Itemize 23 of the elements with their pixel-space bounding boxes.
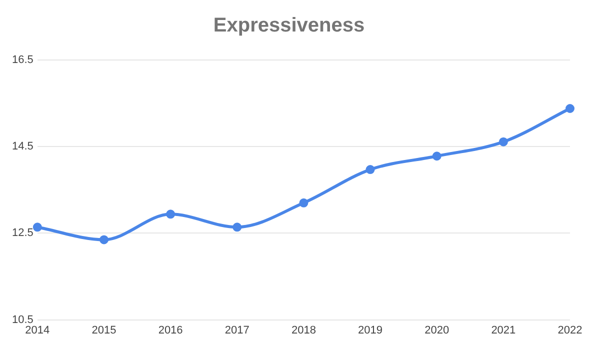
y-tick-label: 10.5 <box>12 314 34 326</box>
x-tick-label: 2021 <box>491 324 516 336</box>
y-tick-label: 16.5 <box>12 54 34 66</box>
y-tick-label: 14.5 <box>12 140 34 153</box>
point <box>99 235 108 244</box>
point <box>32 222 42 232</box>
x-tick-label: 2020 <box>424 324 450 336</box>
point <box>566 104 574 113</box>
point <box>232 222 242 232</box>
y-tick-label: 12.5 <box>12 227 34 240</box>
x-tick-label: 2016 <box>158 324 183 336</box>
point <box>366 165 375 174</box>
point <box>299 198 308 208</box>
x-tick-label: 2018 <box>291 324 316 336</box>
x-tick-label: 2022 <box>558 324 582 336</box>
point <box>166 210 176 219</box>
point <box>498 137 508 146</box>
x-tick-label: 2014 <box>25 324 50 336</box>
x-tick-label: 2017 <box>224 324 250 336</box>
chart-title: Expressiveness <box>213 14 365 37</box>
x-tick-label: 2019 <box>358 324 383 336</box>
point <box>432 152 442 161</box>
x-tick-label: 2015 <box>92 324 116 336</box>
